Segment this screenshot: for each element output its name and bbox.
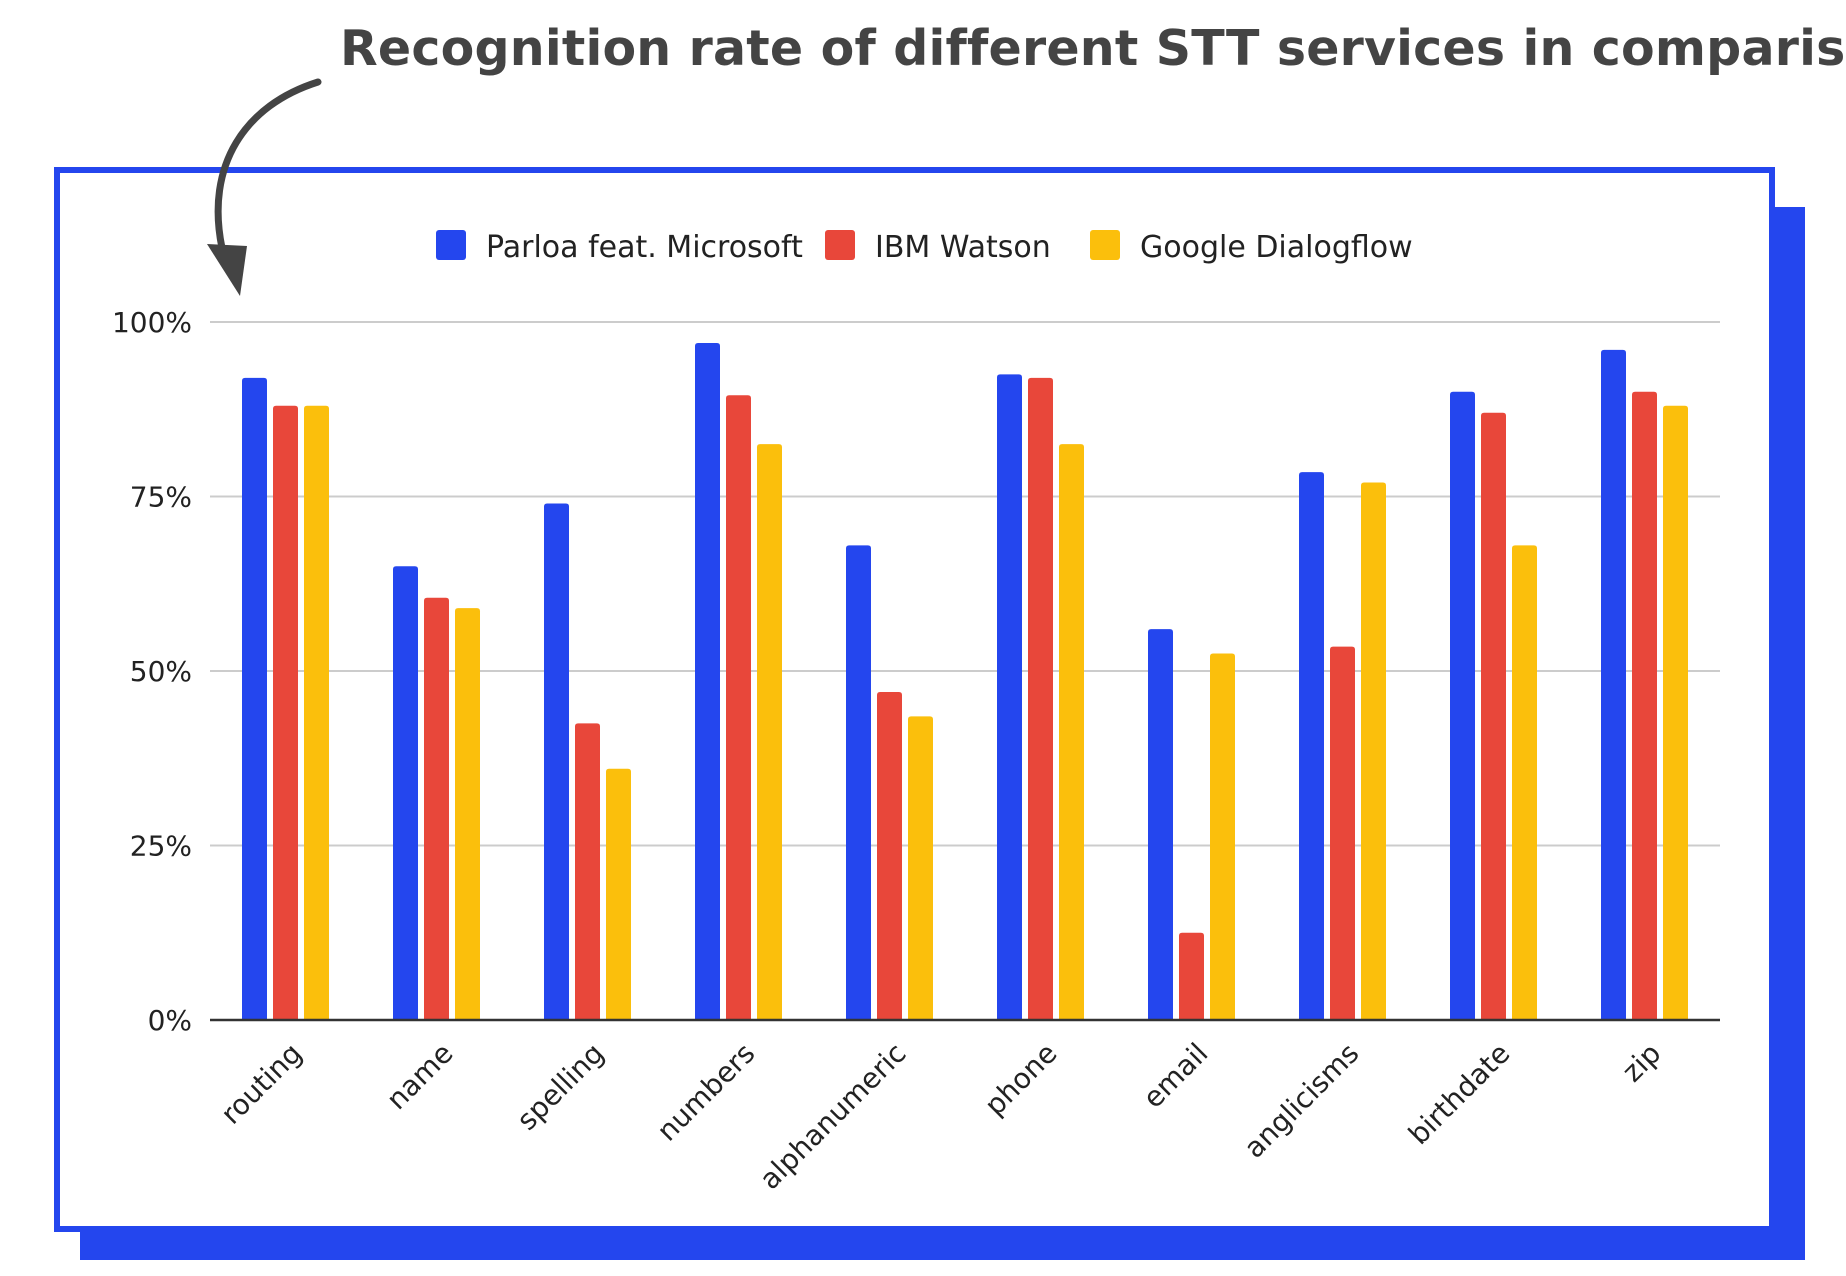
bar — [1330, 646, 1355, 1020]
bar — [1601, 349, 1626, 1020]
bar — [575, 723, 600, 1020]
bar — [273, 405, 298, 1020]
bars — [242, 342, 1688, 1021]
x-tick-label: name — [380, 1037, 459, 1116]
y-tick-label: 75% — [130, 481, 192, 514]
bar — [1450, 391, 1475, 1020]
bar — [1361, 482, 1386, 1020]
x-tick-label: email — [1137, 1037, 1215, 1115]
x-tick-label: zip — [1616, 1037, 1668, 1089]
y-tick-label: 50% — [130, 655, 192, 688]
x-tick-label: birthdate — [1402, 1037, 1517, 1152]
page-title: Recognition rate of different STT servic… — [340, 20, 1846, 77]
bar — [424, 597, 449, 1020]
x-tick-label: anglicisms — [1238, 1037, 1366, 1165]
legend-label: Google Dialogflow — [1140, 230, 1413, 265]
bar — [1148, 629, 1173, 1020]
bar — [606, 768, 631, 1020]
legend-swatch — [825, 230, 855, 260]
legend-swatch — [1090, 230, 1120, 260]
bar — [1481, 412, 1506, 1020]
bar — [846, 545, 871, 1020]
bar — [908, 716, 933, 1020]
bar — [695, 342, 720, 1020]
bar — [455, 608, 480, 1020]
bar — [726, 395, 751, 1020]
y-tick-label: 100% — [112, 306, 192, 339]
bar — [1059, 444, 1084, 1020]
x-tick-label: alphanumeric — [753, 1037, 912, 1196]
legend-label: Parloa feat. Microsoft — [486, 230, 803, 265]
bar — [1028, 377, 1053, 1021]
bar — [544, 503, 569, 1021]
bar — [1663, 405, 1688, 1020]
legend: Parloa feat. Microsoft IBM Watson Google D… — [436, 230, 1413, 265]
x-tick-label: numbers — [651, 1037, 762, 1148]
bar — [997, 374, 1022, 1021]
legend-label: IBM Watson — [875, 230, 1051, 265]
x-tick-label: routing — [214, 1037, 308, 1131]
bar — [1179, 932, 1204, 1020]
bar — [242, 377, 267, 1021]
y-tick-label: 25% — [130, 830, 192, 863]
x-tick-label: phone — [978, 1037, 1063, 1122]
bar — [1632, 391, 1657, 1020]
bar — [757, 444, 782, 1020]
x-tick-label: spelling — [510, 1037, 610, 1137]
bar — [1299, 472, 1324, 1020]
bar — [304, 405, 329, 1020]
bar — [393, 566, 418, 1020]
bar — [877, 691, 902, 1020]
y-tick-label: 0% — [148, 1004, 192, 1037]
bar — [1210, 653, 1235, 1020]
bar — [1512, 545, 1537, 1020]
legend-swatch — [436, 230, 466, 260]
